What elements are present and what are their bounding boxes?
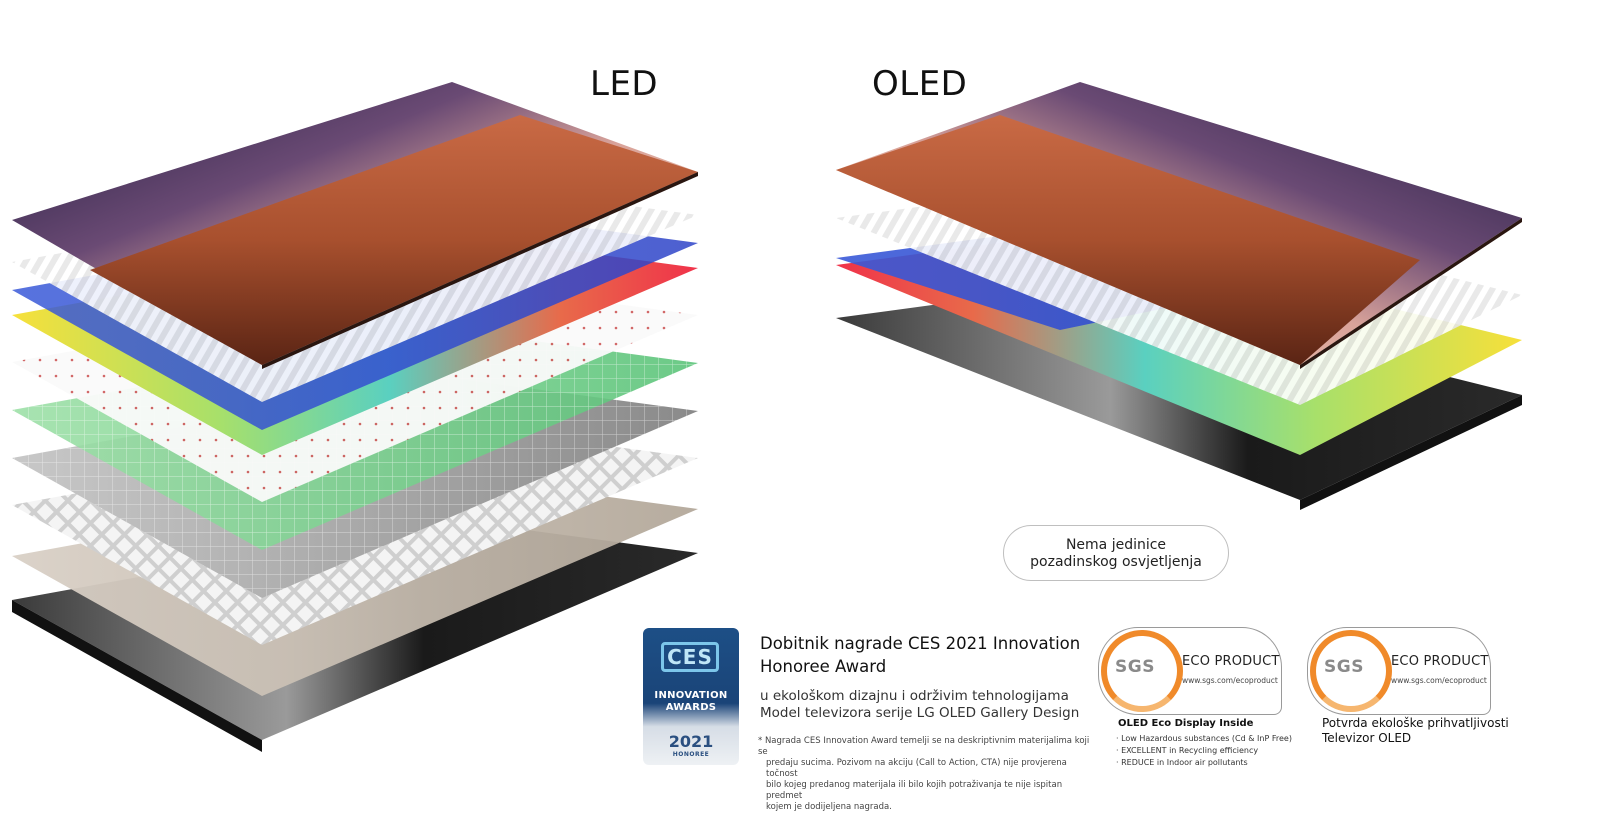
sgs2-caption: Potvrda ekološke prihvatljivosti Televiz… [1322, 716, 1509, 746]
award-subtitle: u ekološkom dizajnu i održivim tehnologi… [760, 688, 1100, 722]
ces-year: 2021 [668, 732, 714, 751]
sgs-eco-label-1: ECO PRODUCT [1182, 654, 1280, 669]
ces-honoree: HONOREE [672, 751, 710, 758]
no-backlight-label: Nema jedinice pozadinskog osvjetljenja [1003, 525, 1229, 581]
sgs-eco-label-2: ECO PRODUCT [1391, 654, 1489, 669]
no-backlight-line2: pozadinskog osvjetljenja [1030, 554, 1202, 570]
sgs-eco-badge-2: SGS ECO PRODUCT www.sgs.com/ecoproduct [1307, 627, 1491, 715]
sgs-ring-icon [1101, 630, 1183, 712]
sgs-logo-2: SGS [1324, 657, 1364, 677]
award-note-line4: kojem je dodijeljena nagrada. [766, 802, 892, 812]
sgs-eco-badge-1: SGS ECO PRODUCT www.sgs.com/ecoproduct [1098, 627, 1282, 715]
sgs-logo-1: SGS [1115, 657, 1155, 677]
award-title-line2: Honoree Award [760, 657, 887, 676]
sgs-url-1: www.sgs.com/ecoproduct [1182, 676, 1278, 685]
sgs1-item: · EXCELLENT in Recycling efficiency [1116, 746, 1259, 755]
award-footnote: * Nagrada CES Innovation Award temelji s… [758, 736, 1098, 813]
award-sub-line2: Model televizora serije LG OLED Gallery … [760, 705, 1080, 721]
ces-logo: CES [661, 642, 719, 672]
sgs1-item: · Low Hazardous substances (Cd & InP Fre… [1116, 734, 1292, 743]
sgs2-caption-line2: Televizor OLED [1322, 731, 1412, 745]
ces-innovation-awards-text: INNOVATION AWARDS [643, 690, 739, 714]
award-text-block: Dobitnik nagrade CES 2021 Innovation Hon… [760, 632, 1100, 722]
ces-award-badge: CES INNOVATION AWARDS 2021 HONOREE [643, 628, 739, 765]
sgs2-caption-line1: Potvrda ekološke prihvatljivosti [1322, 716, 1509, 730]
sgs1-item: · REDUCE in Indoor air pollutants [1116, 758, 1248, 767]
award-note-line3: bilo kojeg predanog materijala ili bilo … [766, 780, 1063, 801]
award-note-line2: predaju sucima. Pozivom na akciju (Call … [766, 758, 1067, 779]
ces-line1: INNOVATION [654, 690, 728, 701]
sgs1-criteria-list: · Low Hazardous substances (Cd & InP Fre… [1116, 733, 1292, 769]
sgs1-caption: OLED Eco Display Inside [1118, 718, 1254, 729]
no-backlight-line1: Nema jedinice [1065, 537, 1167, 553]
award-title: Dobitnik nagrade CES 2021 Innovation Hon… [760, 632, 1100, 678]
oled-title: OLED [872, 64, 968, 104]
award-sub-line1: u ekološkom dizajnu i održivim tehnologi… [760, 688, 1069, 704]
sgs-url-2: www.sgs.com/ecoproduct [1391, 676, 1487, 685]
award-title-line1: Dobitnik nagrade CES 2021 Innovation [760, 634, 1081, 653]
award-note-line1: * Nagrada CES Innovation Award temelji s… [758, 736, 1090, 757]
sgs-ring-icon [1310, 630, 1392, 712]
ces-line2: AWARDS [665, 702, 717, 713]
led-title: LED [590, 64, 659, 104]
